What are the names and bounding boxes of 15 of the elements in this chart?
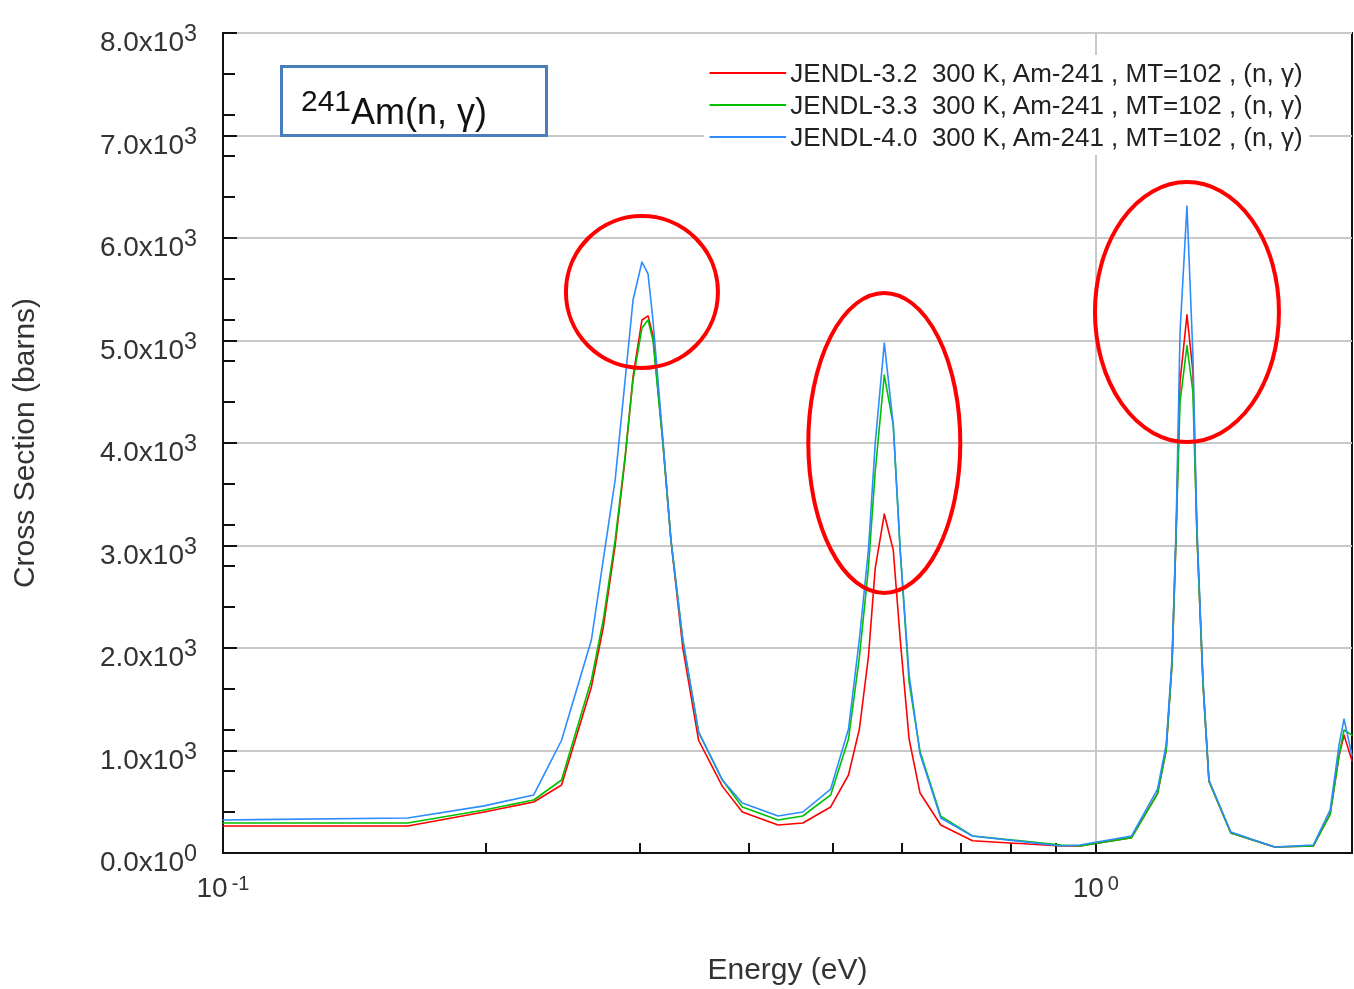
- y-tick-label: 7.0x10$^{3}$: [99, 121, 197, 160]
- y-tick-label: 8.0x10$^{3}$: [99, 19, 197, 58]
- legend-label: JENDL-4.0 300 K, Am-241 , MT=102 , (n, γ): [790, 122, 1303, 152]
- y-axis-title: Cross Section (barns): [6, 297, 40, 589]
- x-axis-title: Energy (eV): [707, 951, 868, 985]
- annotation: $^{241}$Am(n, γ): [280, 65, 548, 137]
- y-tick-label: 0.0x10$^{0}$: [99, 839, 197, 878]
- y-tick-label: 1.0x10$^{3}$: [99, 736, 197, 775]
- legend-label: JENDL-3.3 300 K, Am-241 , MT=102 , (n, γ): [790, 90, 1303, 120]
- y-tick-label: 3.0x10$^{3}$: [99, 531, 197, 570]
- y-tick-label: 2.0x10$^{3}$: [99, 634, 197, 673]
- legend-label: JENDL-3.2 300 K, Am-241 , MT=102 , (n, γ): [790, 58, 1303, 88]
- y-tick-label: 6.0x10$^{3}$: [99, 224, 197, 263]
- y-tick-label: 4.0x10$^{3}$: [99, 429, 197, 468]
- y-tick-label: 5.0x10$^{3}$: [99, 326, 197, 365]
